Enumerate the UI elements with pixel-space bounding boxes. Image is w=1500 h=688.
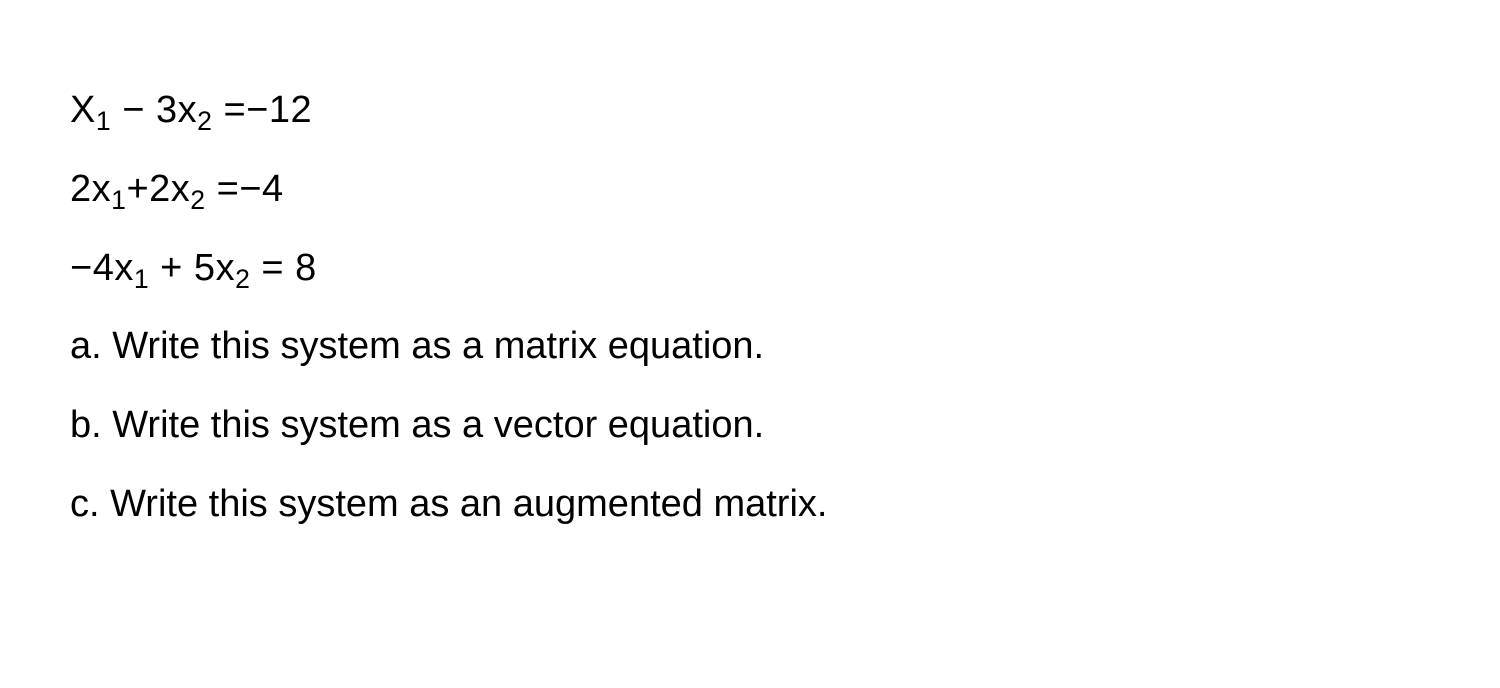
eq3-mid: + 5x bbox=[149, 247, 235, 289]
eq3-lhs1: −4x bbox=[70, 247, 134, 289]
equation-3: −4x1 + 5x2 = 8 bbox=[70, 238, 1430, 299]
eq1-var1: X bbox=[70, 89, 96, 131]
eq1-op1: − 3x bbox=[111, 89, 197, 131]
equation-1: X1 − 3x2 =−12 bbox=[70, 80, 1430, 141]
eq3-sub1: 1 bbox=[134, 264, 149, 294]
eq3-sub2: 2 bbox=[235, 264, 250, 294]
equation-2: 2x1+2x2 =−4 bbox=[70, 159, 1430, 220]
question-a: a. Write this system as a matrix equatio… bbox=[70, 316, 1430, 377]
eq1-rhs: =−12 bbox=[212, 89, 312, 131]
eq3-rhs: = 8 bbox=[250, 247, 316, 289]
eq1-sub1: 1 bbox=[96, 106, 111, 136]
eq2-mid: +2x bbox=[126, 168, 190, 210]
question-c: c. Write this system as an augmented mat… bbox=[70, 474, 1430, 535]
eq2-sub1: 1 bbox=[111, 185, 126, 215]
eq2-rhs: =−4 bbox=[206, 168, 284, 210]
eq2-sub2: 2 bbox=[190, 185, 205, 215]
eq2-lhs1: 2x bbox=[70, 168, 111, 210]
question-b: b. Write this system as a vector equatio… bbox=[70, 395, 1430, 456]
eq1-sub2: 2 bbox=[197, 106, 212, 136]
